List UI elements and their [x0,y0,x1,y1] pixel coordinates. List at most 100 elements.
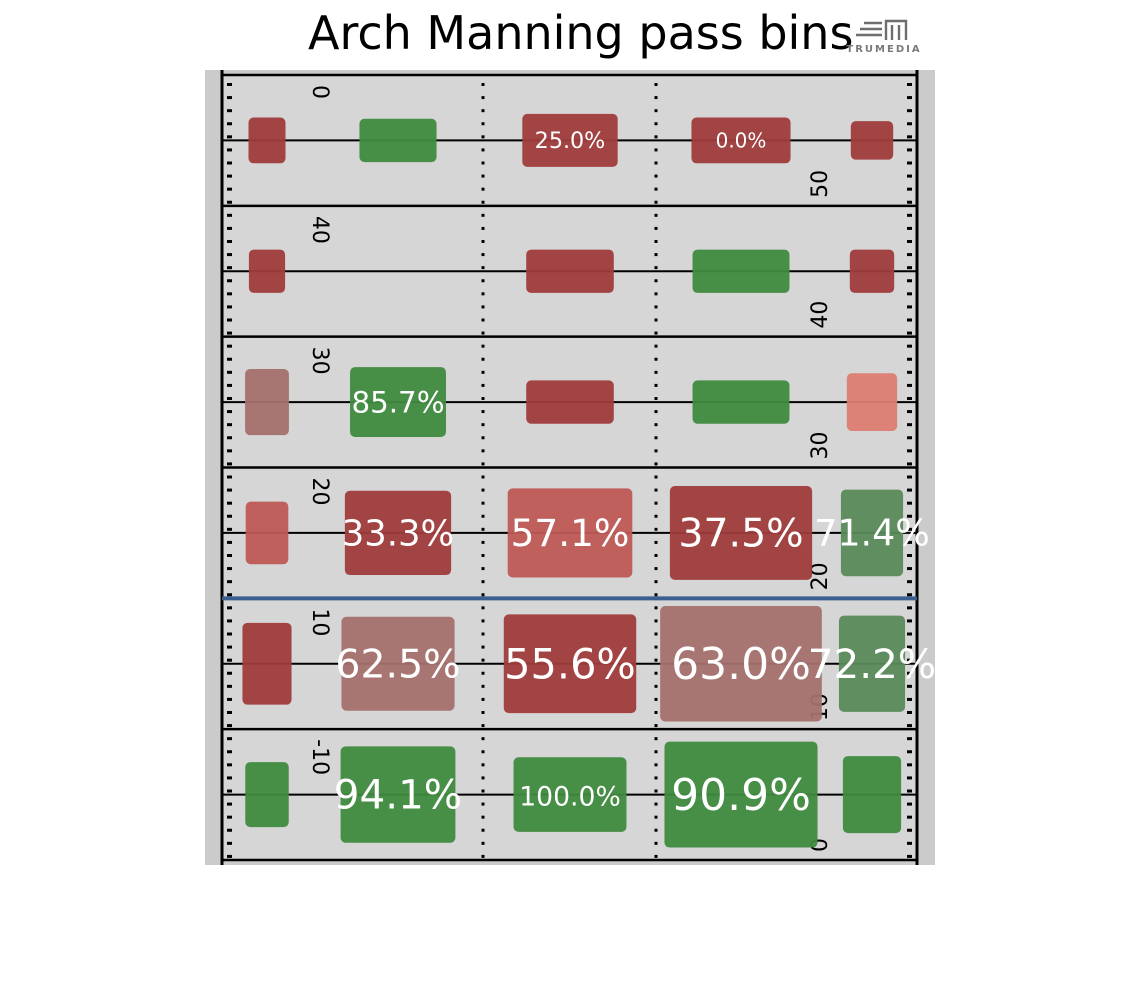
hash-mark [227,135,232,139]
hash-mark [654,148,658,152]
pass-bin-rect [840,489,904,577]
pass-bin-rect [513,757,627,832]
yard-number-left: 10 [307,608,332,636]
hash-mark [654,684,658,688]
pass-bin-rect [526,380,614,424]
hash-mark [227,737,232,741]
hash-mark [481,318,485,322]
hash-mark [481,135,485,139]
pass-bin-rect [242,622,292,705]
hash-mark [227,226,232,230]
hash-mark [907,580,912,584]
hash-mark [654,383,658,387]
pass-bin-label: 37.5% [678,511,803,557]
hash-mark [481,370,485,374]
hash-mark [907,724,912,728]
hash-mark [654,305,658,309]
pass-bin-cell: 33.3% [342,490,454,576]
hash-mark [907,383,912,387]
pass-bin-rect [522,113,618,167]
hash-mark [907,370,912,374]
hash-mark [227,645,232,649]
hash-mark [481,593,485,597]
hash-mark [907,789,912,793]
pass-bin-rect [692,249,790,293]
pass-bin-cell: 85.7% [350,367,446,437]
hash-mark [481,462,485,466]
pass-bin-label: 62.5% [335,642,460,688]
hash-mark [654,606,658,610]
pass-bin-rect [842,756,902,834]
hash-mark [481,776,485,780]
hash-mark [907,357,912,361]
hash-mark [481,161,485,165]
hash-mark [654,540,658,544]
hash-mark [654,253,658,257]
hash-mark [227,750,232,754]
hash-mark [481,148,485,152]
hash-mark [481,488,485,492]
pass-bin-cell: 71.4% [814,489,930,577]
pass-bin-rect [245,762,289,828]
hash-mark [654,711,658,714]
hash-mark [907,606,912,610]
pass-bin-cell: 55.6% [503,614,637,714]
hash-mark [481,240,485,243]
hash-mark [227,423,232,427]
hash-mark [481,802,485,806]
trumedia-logo-icon [856,19,908,40]
hash-mark [907,292,912,296]
hash-mark [481,357,485,361]
hash-mark [481,737,485,741]
hash-mark [907,828,912,832]
hash-mark [907,410,912,414]
hash-mark [654,658,658,662]
hash-mark [227,109,232,113]
pass-bin-label: 94.1% [334,771,462,819]
hash-mark [481,567,485,571]
hash-mark [907,776,912,780]
hash-mark [481,763,485,767]
hash-mark [907,279,912,283]
hash-mark [481,83,485,86]
hash-mark [654,200,658,204]
pass-bin-rect [849,249,895,293]
pass-bin-rect [248,249,286,293]
yard-number-left: -10 [307,739,332,775]
pass-bin-cell [846,373,898,431]
hash-mark [481,580,485,584]
hash-mark [481,266,485,270]
hash-mark [654,580,658,584]
hash-mark [654,593,658,597]
hash-mark [654,109,658,113]
hash-mark [907,135,912,139]
hash-mark [654,344,658,348]
pass-bin-rect [245,501,289,565]
hash-mark [907,397,912,400]
hash-mark [907,475,912,479]
hash-mark [907,305,912,309]
pass-bin-rect [846,373,898,431]
yard-number-right: 30 [808,432,833,460]
hash-mark [227,684,232,688]
hash-mark [227,318,232,322]
hash-mark [907,854,912,858]
hash-mark [481,200,485,204]
pass-bin-label: 71.4% [814,512,930,555]
hash-mark [227,724,232,728]
hash-mark [227,83,232,86]
hash-mark [227,593,232,597]
hash-mark [654,619,658,623]
yard-number-left: 40 [307,216,332,244]
hash-mark [654,789,658,793]
hash-mark [907,763,912,767]
hash-mark [481,253,485,257]
pass-bin-cell [692,249,790,293]
pass-bin-rect [850,121,894,160]
hash-mark [481,684,485,688]
hash-mark [654,292,658,296]
hash-mark [227,776,232,780]
hash-mark [227,501,232,505]
hash-mark [654,475,658,479]
pass-bin-rect [526,249,614,293]
